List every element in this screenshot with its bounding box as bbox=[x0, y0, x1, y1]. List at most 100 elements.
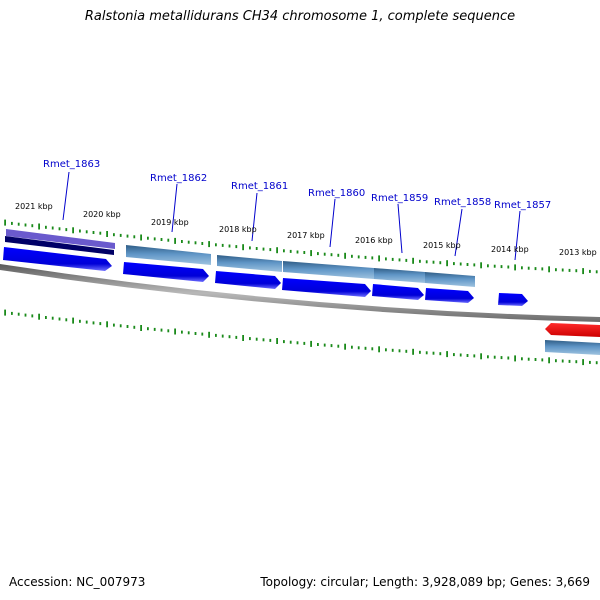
tick-mark bbox=[439, 352, 442, 356]
tick-mark bbox=[4, 309, 6, 316]
tick-mark bbox=[147, 327, 149, 331]
gene-bar-purple[interactable] bbox=[6, 229, 115, 249]
tick-mark bbox=[323, 252, 326, 256]
tick-mark bbox=[181, 330, 183, 334]
tick-mark bbox=[38, 313, 40, 320]
tick-mark bbox=[215, 333, 217, 337]
tick-mark bbox=[453, 353, 455, 357]
tick-mark bbox=[31, 314, 34, 318]
tick-mark bbox=[167, 238, 170, 242]
tick-mark bbox=[425, 351, 428, 355]
tick-mark bbox=[575, 360, 578, 364]
tick-mark bbox=[310, 340, 312, 347]
tick-mark bbox=[235, 335, 238, 339]
tick-mark bbox=[378, 255, 380, 262]
tick-mark bbox=[126, 325, 129, 328]
cds-arrow-red[interactable] bbox=[545, 323, 600, 337]
leader-line bbox=[62, 171, 70, 221]
gene-bar-steel[interactable] bbox=[217, 255, 282, 272]
cds-arrow[interactable] bbox=[282, 278, 371, 297]
gene-label[interactable]: Rmet_1860 bbox=[308, 188, 365, 199]
gene-leader-lines bbox=[62, 171, 521, 261]
cds-arrow[interactable] bbox=[498, 293, 528, 306]
tick-mark bbox=[126, 234, 129, 238]
tick-mark bbox=[385, 257, 387, 261]
tick-mark bbox=[357, 255, 360, 259]
tick-mark bbox=[174, 328, 176, 335]
kbp-labels: 2021 kbp 2020 kbp 2019 kbp 2018 kbp 2017… bbox=[15, 202, 597, 257]
kbp-label: 2015 kbp bbox=[423, 241, 461, 250]
gene-bar-steel[interactable] bbox=[126, 245, 211, 265]
gene-bar-steel[interactable] bbox=[425, 272, 475, 287]
tick-mark bbox=[493, 264, 496, 268]
tick-mark bbox=[51, 226, 54, 230]
kbp-label: 2019 kbp bbox=[151, 218, 189, 227]
tick-mark bbox=[371, 256, 374, 260]
tick-mark bbox=[296, 250, 299, 254]
tick-mark bbox=[459, 353, 462, 357]
tick-mark bbox=[582, 359, 584, 366]
cds-arrow[interactable] bbox=[372, 284, 424, 300]
tick-mark bbox=[303, 251, 306, 254]
tick-mark bbox=[38, 223, 40, 230]
tick-mark bbox=[72, 317, 74, 324]
tick-mark bbox=[507, 356, 510, 360]
gene-label[interactable]: Rmet_1863 bbox=[43, 159, 100, 170]
cds-arrow[interactable] bbox=[215, 271, 281, 289]
tick-mark bbox=[521, 357, 523, 361]
tick-mark bbox=[147, 236, 149, 240]
tick-mark bbox=[194, 332, 197, 335]
tick-mark bbox=[255, 247, 258, 250]
tick-mark bbox=[119, 324, 122, 328]
cds-arrow[interactable] bbox=[123, 262, 209, 282]
tick-mark bbox=[439, 261, 442, 265]
tick-mark bbox=[391, 257, 394, 261]
chromosome-backbone bbox=[0, 264, 600, 322]
tick-mark bbox=[269, 338, 272, 342]
tick-mark bbox=[174, 237, 176, 244]
gene-label[interactable]: Rmet_1862 bbox=[150, 173, 207, 184]
tick-mark bbox=[357, 346, 360, 350]
tick-mark bbox=[208, 241, 210, 248]
tick-mark bbox=[351, 254, 353, 258]
gene-label[interactable]: Rmet_1857 bbox=[494, 200, 551, 211]
tick-mark bbox=[72, 227, 74, 234]
tick-mark bbox=[487, 355, 489, 359]
tick-mark bbox=[344, 343, 346, 350]
tick-mark bbox=[201, 242, 204, 245]
tick-mark bbox=[425, 260, 428, 264]
tick-mark bbox=[51, 316, 54, 320]
tick-mark bbox=[201, 332, 204, 336]
tick-mark bbox=[310, 250, 312, 257]
gene-label[interactable]: Rmet_1858 bbox=[434, 197, 491, 208]
tick-mark bbox=[555, 268, 557, 272]
gene-label[interactable]: Rmet_1859 bbox=[371, 193, 428, 204]
tick-mark bbox=[466, 263, 469, 266]
gene-label[interactable]: Rmet_1861 bbox=[231, 181, 288, 192]
cds-arrow[interactable] bbox=[425, 288, 474, 303]
tick-mark bbox=[17, 312, 20, 316]
tick-mark bbox=[194, 241, 197, 245]
lower-tick-track bbox=[4, 309, 598, 366]
gene-bar-steel[interactable] bbox=[374, 268, 425, 283]
tick-mark bbox=[262, 338, 265, 342]
gene-bar-steel[interactable] bbox=[283, 261, 374, 279]
tick-mark bbox=[507, 265, 510, 269]
tick-mark bbox=[140, 234, 142, 241]
tick-mark bbox=[249, 246, 251, 250]
tick-mark bbox=[534, 267, 537, 271]
tick-mark bbox=[527, 266, 530, 270]
tick-mark bbox=[303, 341, 306, 345]
tick-mark bbox=[595, 361, 598, 365]
tick-mark bbox=[330, 253, 333, 257]
tick-mark bbox=[45, 316, 47, 319]
tick-mark bbox=[92, 231, 95, 234]
tick-mark bbox=[595, 270, 598, 274]
gene-bar-navy[interactable] bbox=[5, 236, 114, 255]
tick-mark bbox=[181, 240, 183, 243]
tick-mark bbox=[160, 238, 163, 241]
tick-mark bbox=[255, 337, 258, 341]
gene-bar-steel[interactable] bbox=[545, 340, 600, 355]
cds-arrow[interactable] bbox=[3, 247, 112, 271]
